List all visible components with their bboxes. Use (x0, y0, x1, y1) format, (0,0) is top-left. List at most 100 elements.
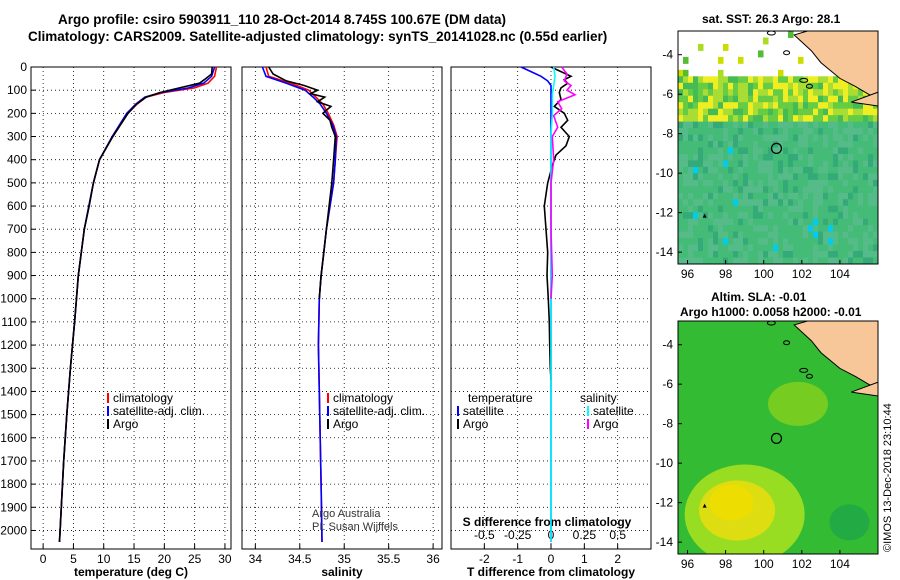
map-content (678, 31, 878, 264)
sst-cell (708, 108, 714, 116)
sst-cell (823, 231, 829, 239)
sst-cell (808, 179, 814, 187)
sst-cell (803, 205, 809, 213)
y-tick-label: 1500 (0, 408, 27, 422)
y-tick-label: 1400 (0, 384, 27, 398)
sst-cell (678, 141, 684, 148)
sst-cell (823, 82, 829, 90)
sst-cell (833, 205, 839, 213)
sst-cell (788, 147, 794, 155)
sst-cell (768, 89, 774, 97)
sst-cell (798, 179, 804, 187)
sst-cell (853, 231, 859, 239)
land-sumatra (793, 31, 878, 99)
x-tick-label: 34.5 (288, 552, 312, 566)
sst-cell (818, 231, 824, 239)
sst-cell (868, 128, 874, 136)
sst-cell (823, 160, 829, 168)
sst-cell (778, 251, 784, 259)
sst-cell (818, 82, 824, 90)
sst-cell (748, 212, 754, 220)
sst-cell (858, 141, 864, 148)
sst-cell (743, 121, 749, 129)
sst-cell (843, 199, 849, 207)
y-tick-label: 900 (7, 269, 27, 283)
sst-cell (688, 115, 694, 123)
sst-cell (818, 108, 824, 116)
sst-cell (823, 76, 829, 84)
sst-cell (833, 89, 839, 97)
sst-cell (778, 192, 784, 200)
sst-cell (713, 89, 719, 97)
sst-cell (783, 82, 789, 90)
sst-cell (698, 160, 704, 168)
sst-cell (738, 225, 744, 233)
sst-cell (738, 199, 744, 207)
sst-cell (773, 76, 779, 84)
sst-cell (788, 141, 794, 148)
sst-cell (798, 186, 804, 194)
sst-cell (738, 173, 744, 181)
sst-cell (703, 102, 709, 110)
x2-axis-label: S difference from climatology (463, 515, 632, 529)
sst-cell (843, 108, 849, 116)
map-y-tick-label: -12 (656, 206, 674, 220)
sst-cell (813, 251, 819, 259)
sst-cell (708, 160, 714, 168)
sst-cell (818, 76, 824, 84)
sst-cell (798, 102, 804, 110)
sst-cell (778, 89, 784, 97)
sst-cell (763, 218, 769, 226)
sst-cell (818, 179, 824, 187)
sst-cell (798, 108, 804, 116)
sst-cell (738, 95, 744, 103)
sst-cell (863, 147, 869, 155)
sst-cell (778, 153, 784, 161)
sst-cell (763, 192, 769, 200)
sst-cell (698, 89, 704, 97)
sst-cell (703, 115, 709, 123)
sst-cell (853, 134, 859, 142)
sst-cell (758, 257, 764, 264)
sst-cell (703, 231, 709, 239)
sst-cell (838, 134, 844, 142)
sst-cell (778, 160, 784, 168)
sst-cell (688, 192, 694, 200)
sst-cell (828, 257, 834, 264)
sst-cell (768, 179, 774, 187)
sst-cell (838, 141, 844, 148)
sst-cell (868, 134, 874, 142)
sst-cell (753, 179, 759, 187)
sst-cell (793, 218, 799, 226)
sst-cell (678, 244, 684, 252)
sst-cell (868, 186, 874, 194)
sst-cell (788, 115, 794, 123)
sst-cell (793, 166, 799, 174)
x-tick-label: -2 (479, 552, 490, 566)
map-x-tick-label: 104 (830, 557, 850, 571)
sst-cell (723, 153, 729, 161)
sst-cell (808, 141, 814, 148)
sst-cell (853, 108, 859, 116)
sst-cell (793, 186, 799, 194)
sst-cell (783, 108, 789, 116)
sst-cell (833, 218, 839, 226)
sst-cell (733, 89, 739, 97)
sst-cell (723, 95, 729, 103)
sst-cell (758, 89, 764, 97)
sst-cell (818, 134, 824, 142)
sst-cell (848, 186, 854, 194)
island (766, 321, 776, 326)
sst-cell (728, 205, 734, 213)
sst-cell (858, 257, 864, 264)
sst-cell (833, 141, 839, 148)
x-tick-label: 0 (548, 552, 555, 566)
sst-cell (868, 218, 874, 226)
sst-cell (683, 199, 689, 207)
sst-cell (688, 108, 694, 116)
sst-cell (693, 179, 699, 187)
sst-cell (748, 153, 754, 161)
sst-cell (733, 199, 739, 207)
sst-cell (758, 238, 764, 246)
sst-cell (763, 257, 769, 264)
